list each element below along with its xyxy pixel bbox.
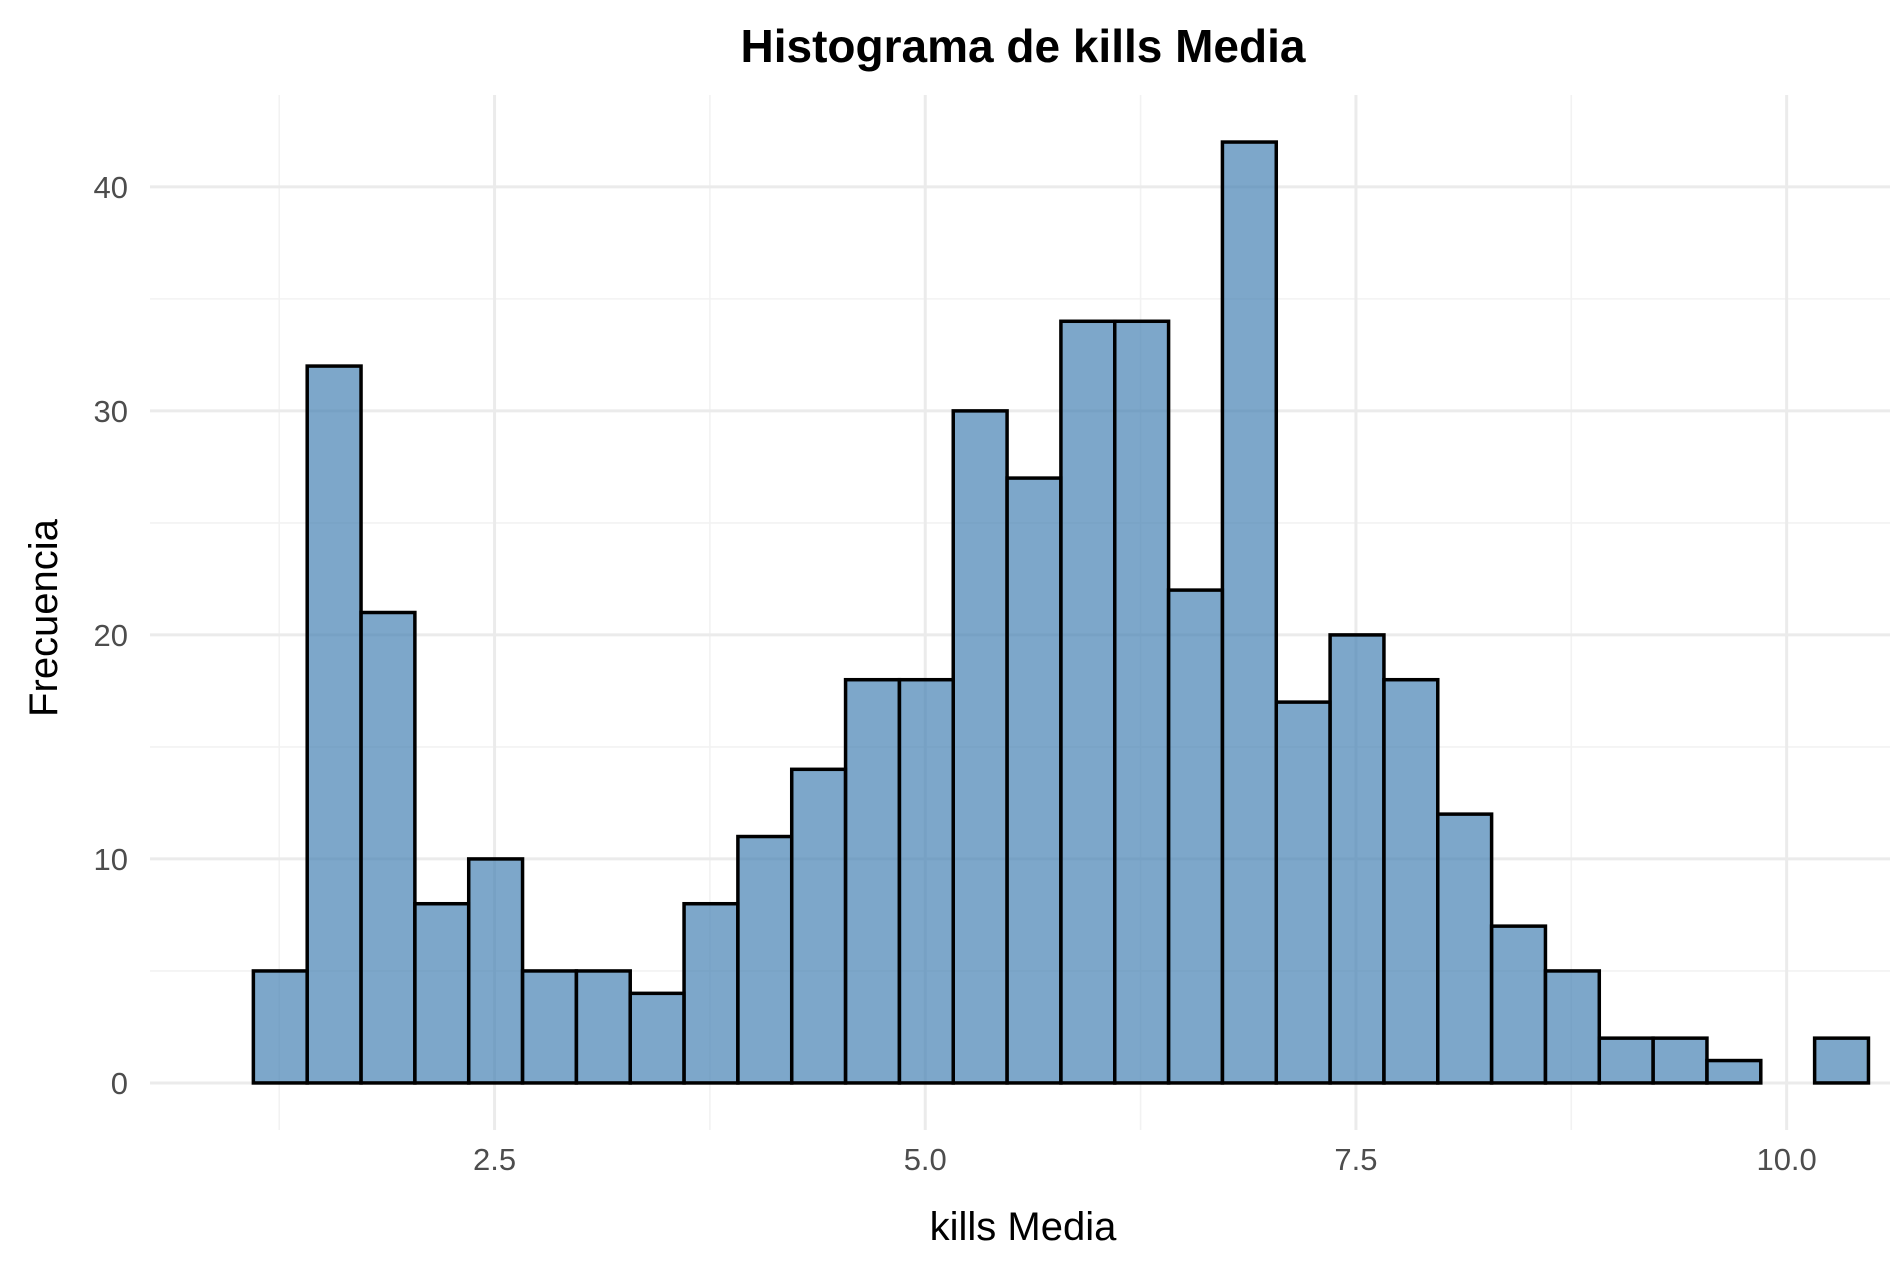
histogram-bar [1436, 812, 1494, 1085]
y-axis-label: Frecuencia [22, 518, 66, 717]
histogram-bar [1597, 1036, 1655, 1085]
histogram-bar [1059, 319, 1117, 1085]
x-axis-label: kills Media [930, 1205, 1117, 1249]
x-tick-label: 5.0 [904, 1142, 947, 1177]
histogram-bar [1382, 677, 1440, 1085]
y-tick-label: 20 [94, 618, 128, 653]
histogram-bar [359, 610, 417, 1085]
y-axis-ticks: 0 10 20 30 40 [94, 170, 128, 1101]
histogram-bar [1328, 633, 1386, 1085]
x-tick-label: 10.0 [1756, 1142, 1816, 1177]
chart-title: Histograma de kills Media [741, 20, 1306, 72]
histogram-bar [413, 901, 471, 1085]
histogram-bar [628, 991, 686, 1085]
histogram-bar [1220, 140, 1279, 1085]
y-tick-label: 30 [94, 394, 128, 429]
histogram-bar [466, 857, 525, 1085]
x-tick-label: 7.5 [1334, 1142, 1377, 1177]
histogram-bar [1274, 700, 1332, 1085]
histogram-bars [251, 140, 1871, 1085]
histogram-bar [1005, 476, 1063, 1085]
histogram-bar [897, 677, 955, 1085]
y-tick-label: 40 [94, 170, 128, 205]
x-axis-ticks: 2.5 5.0 7.5 10.0 [473, 1142, 1817, 1177]
histogram-bar [251, 969, 309, 1085]
histogram-bar [951, 409, 1009, 1085]
histogram-bar [1113, 319, 1171, 1085]
histogram-bar [1705, 1058, 1763, 1085]
histogram-bar [1812, 1036, 1871, 1085]
histogram-bar [1651, 1036, 1709, 1085]
y-tick-label: 0 [111, 1066, 128, 1101]
histogram-bar [682, 901, 740, 1085]
histogram-bar [305, 364, 363, 1085]
histogram-bar [789, 767, 848, 1085]
histogram-bar [1543, 969, 1602, 1085]
histogram-bar [1489, 924, 1548, 1085]
histogram-bar [520, 969, 579, 1085]
histogram-bar [736, 834, 794, 1085]
x-tick-label: 2.5 [473, 1142, 516, 1177]
histogram-bar [1166, 588, 1225, 1085]
y-tick-label: 10 [94, 842, 128, 877]
histogram-bar [843, 677, 902, 1085]
histogram-bar [574, 969, 632, 1085]
